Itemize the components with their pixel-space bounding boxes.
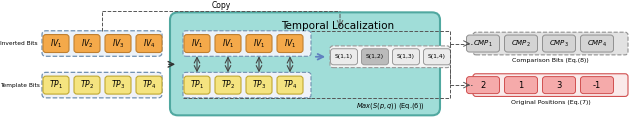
Text: $Max(S(p,q))$ (Eq.(6)): $Max(S(p,q))$ (Eq.(6)) xyxy=(356,101,424,111)
Text: $CMP_3$: $CMP_3$ xyxy=(549,38,569,49)
FancyBboxPatch shape xyxy=(543,77,575,94)
FancyBboxPatch shape xyxy=(424,49,451,65)
Text: $IV_1$: $IV_1$ xyxy=(253,37,265,50)
FancyBboxPatch shape xyxy=(183,31,311,56)
Text: $TP_1$: $TP_1$ xyxy=(49,79,63,91)
Text: S(1,3): S(1,3) xyxy=(397,54,415,59)
FancyBboxPatch shape xyxy=(74,35,100,53)
FancyBboxPatch shape xyxy=(170,12,440,115)
Text: $IV_3$: $IV_3$ xyxy=(112,37,124,50)
FancyBboxPatch shape xyxy=(184,35,210,53)
Text: $IV_1$: $IV_1$ xyxy=(284,37,296,50)
FancyBboxPatch shape xyxy=(184,76,210,94)
Text: 2: 2 xyxy=(481,81,486,90)
FancyBboxPatch shape xyxy=(277,35,303,53)
Text: Template Bits: Template Bits xyxy=(0,83,40,88)
Text: $IV_4$: $IV_4$ xyxy=(143,37,156,50)
FancyBboxPatch shape xyxy=(246,35,272,53)
Text: S(1,2): S(1,2) xyxy=(366,54,384,59)
FancyBboxPatch shape xyxy=(392,49,419,65)
FancyBboxPatch shape xyxy=(105,35,131,53)
FancyBboxPatch shape xyxy=(136,35,162,53)
FancyBboxPatch shape xyxy=(362,49,388,65)
Text: $TP_2$: $TP_2$ xyxy=(221,79,235,91)
Text: $CMP_1$: $CMP_1$ xyxy=(473,38,493,49)
FancyBboxPatch shape xyxy=(105,76,131,94)
Text: $TP_1$: $TP_1$ xyxy=(190,79,204,91)
FancyBboxPatch shape xyxy=(136,76,162,94)
FancyBboxPatch shape xyxy=(504,35,538,52)
FancyBboxPatch shape xyxy=(183,72,311,98)
Text: Comparison Bits (Eq.(8)): Comparison Bits (Eq.(8)) xyxy=(512,58,589,63)
FancyBboxPatch shape xyxy=(215,35,241,53)
FancyBboxPatch shape xyxy=(330,49,358,65)
FancyBboxPatch shape xyxy=(467,77,499,94)
Text: $IV_1$: $IV_1$ xyxy=(50,37,62,50)
FancyBboxPatch shape xyxy=(43,35,69,53)
Text: $TP_3$: $TP_3$ xyxy=(252,79,266,91)
Text: $IV_1$: $IV_1$ xyxy=(191,37,203,50)
FancyBboxPatch shape xyxy=(580,77,614,94)
FancyBboxPatch shape xyxy=(580,35,614,52)
Text: $IV_2$: $IV_2$ xyxy=(81,37,93,50)
FancyBboxPatch shape xyxy=(74,76,100,94)
Text: Copy: Copy xyxy=(211,0,230,10)
FancyBboxPatch shape xyxy=(504,77,538,94)
FancyBboxPatch shape xyxy=(43,76,69,94)
Text: $TP_4$: $TP_4$ xyxy=(283,79,297,91)
FancyBboxPatch shape xyxy=(543,35,575,52)
Text: $IV_1$: $IV_1$ xyxy=(222,37,234,50)
FancyBboxPatch shape xyxy=(42,31,162,56)
Text: $CMP_2$: $CMP_2$ xyxy=(511,38,531,49)
Text: S(1,1): S(1,1) xyxy=(335,54,353,59)
Text: $TP_3$: $TP_3$ xyxy=(111,79,125,91)
FancyBboxPatch shape xyxy=(473,74,628,96)
FancyBboxPatch shape xyxy=(467,35,499,52)
FancyBboxPatch shape xyxy=(277,76,303,94)
Text: Temporal Localization: Temporal Localization xyxy=(281,21,394,31)
FancyBboxPatch shape xyxy=(473,32,628,55)
FancyBboxPatch shape xyxy=(246,76,272,94)
Text: Inverted Bits: Inverted Bits xyxy=(0,41,38,46)
Text: S(1,4): S(1,4) xyxy=(428,54,446,59)
FancyBboxPatch shape xyxy=(42,72,162,98)
Text: $TP_2$: $TP_2$ xyxy=(80,79,94,91)
Text: -1: -1 xyxy=(593,81,601,90)
Text: Original Positions (Eq.(7)): Original Positions (Eq.(7)) xyxy=(511,100,590,105)
FancyBboxPatch shape xyxy=(330,46,450,68)
Text: 3: 3 xyxy=(556,81,562,90)
FancyBboxPatch shape xyxy=(215,76,241,94)
Text: $TP_4$: $TP_4$ xyxy=(142,79,156,91)
Text: $CMP_4$: $CMP_4$ xyxy=(587,38,607,49)
Text: 1: 1 xyxy=(518,81,524,90)
